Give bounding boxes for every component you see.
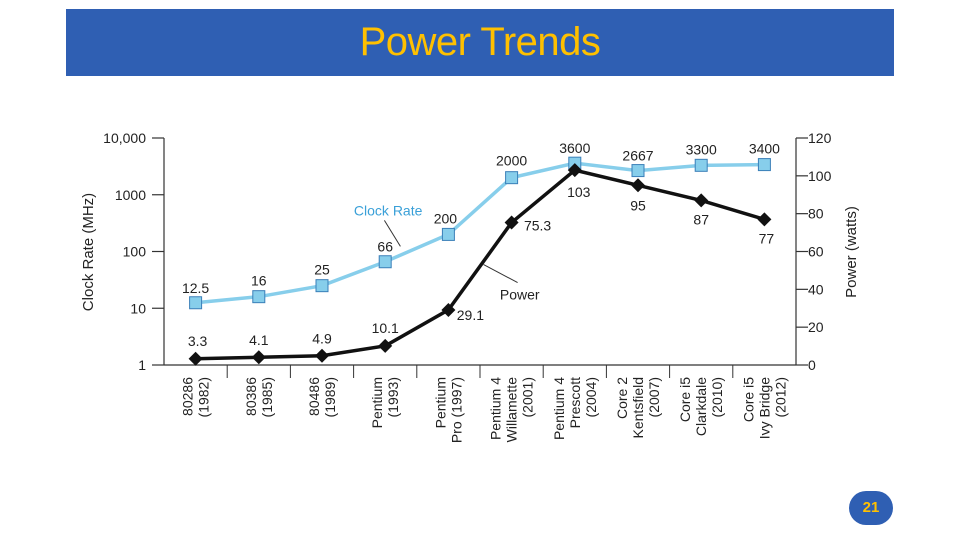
power-data-label: 77 <box>759 230 775 246</box>
right-tick-label: 100 <box>808 168 832 184</box>
power-point <box>315 348 329 363</box>
power-data-label: 29.1 <box>457 307 484 323</box>
clock-rate-point <box>189 296 203 310</box>
clock-rate-data-label: 200 <box>434 210 458 226</box>
category-label: 80386 <box>243 377 259 416</box>
category-label: (2004) <box>583 377 599 417</box>
category-label: Pentium <box>369 377 385 428</box>
power-data-label: 4.1 <box>249 332 269 348</box>
category-label: Pro (1997) <box>448 377 464 443</box>
category-label: 80486 <box>306 377 322 416</box>
category-label: Willamette <box>504 377 520 443</box>
right-axis-title: Power (watts) <box>843 206 860 298</box>
right-tick-label: 0 <box>808 357 816 373</box>
power-data-label: 4.9 <box>312 331 332 347</box>
power-point <box>567 163 582 178</box>
left-tick-label: 100 <box>123 244 147 260</box>
left-axis-title: Clock Rate (MHz) <box>80 193 97 311</box>
clock-rate-data-label: 2667 <box>622 148 653 164</box>
clock-rate-point <box>315 279 329 293</box>
clock-rate-data-label: 2000 <box>496 153 527 169</box>
clock-rate-data-label: 66 <box>377 239 393 255</box>
clock-rate-data-label: 3600 <box>559 140 590 156</box>
left-tick-label: 10,000 <box>103 130 146 146</box>
clock-rate-data-label: 25 <box>314 262 330 278</box>
clock-rate-point <box>505 171 519 185</box>
power-callout-line <box>483 264 518 283</box>
clock-rate-point <box>757 158 771 172</box>
category-label: Core i5 <box>740 377 756 422</box>
page-number-badge: 21 <box>849 491 893 525</box>
right-tick-label: 120 <box>808 130 832 146</box>
category-label: (1985) <box>259 377 275 417</box>
category-label: (1989) <box>322 377 338 417</box>
right-tick-label: 40 <box>808 281 824 297</box>
clock-rate-data-label: 16 <box>251 273 267 289</box>
power-data-label: 87 <box>693 211 709 227</box>
right-tick-label: 60 <box>808 244 824 260</box>
category-label: Kentsfield <box>630 377 646 438</box>
category-label: Core i5 <box>677 377 693 422</box>
right-tick-label: 20 <box>808 319 824 335</box>
category-label: (2010) <box>709 377 725 417</box>
power-point <box>188 351 203 366</box>
category-label: Clarkdale <box>693 377 709 436</box>
clock-rate-data-label: 3400 <box>749 141 780 157</box>
power-data-label: 75.3 <box>524 218 551 234</box>
category-label: Pentium 4 <box>488 377 504 440</box>
clock-rate-data-label: 3300 <box>686 141 717 157</box>
power-point <box>504 215 519 230</box>
clock-rate-data-label: 12.5 <box>182 280 209 296</box>
slide-title: Power Trends <box>359 20 601 64</box>
category-label: Prescott <box>567 377 583 428</box>
power-point <box>631 178 645 193</box>
category-label: (2001) <box>520 377 536 417</box>
left-tick-label: 1 <box>138 357 146 373</box>
power-point <box>757 212 772 227</box>
power-line <box>195 168 765 361</box>
power-series-label: Power <box>500 287 540 303</box>
title-bar: Power Trends <box>66 9 894 76</box>
power-data-label: 10.1 <box>372 320 399 336</box>
power-data-label: 103 <box>567 184 591 200</box>
clock-rate-point <box>252 290 266 304</box>
power-data-label: 3.3 <box>188 333 208 349</box>
clock-rate-point <box>378 255 392 269</box>
power-point <box>441 302 456 317</box>
category-label: (2007) <box>646 377 662 417</box>
category-label: (2012) <box>772 377 788 417</box>
right-tick-label: 80 <box>808 206 824 222</box>
category-label: Pentium 4 <box>551 377 567 440</box>
category-label: Ivy Bridge <box>756 377 772 439</box>
category-label: 80286 <box>180 377 196 416</box>
left-tick-label: 10 <box>130 300 146 316</box>
power-point <box>251 350 266 365</box>
power-point <box>378 338 393 353</box>
category-label: (1982) <box>196 377 212 417</box>
clock-rate-point <box>694 158 708 172</box>
category-label: Pentium <box>432 377 448 428</box>
clock-rate-callout-line <box>383 220 401 247</box>
clock-rate-line <box>195 161 765 305</box>
power-data-label: 95 <box>630 197 646 213</box>
category-label: Core 2 <box>614 377 630 419</box>
clock-rate-series-label: Clock Rate <box>354 202 423 218</box>
left-tick-label: 1000 <box>115 187 146 203</box>
category-label: (1993) <box>385 377 401 417</box>
clock-rate-point <box>441 227 455 241</box>
power-point <box>694 193 709 208</box>
clock-rate-point <box>631 164 645 178</box>
